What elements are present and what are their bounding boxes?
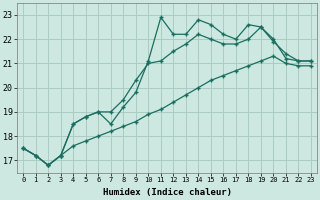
X-axis label: Humidex (Indice chaleur): Humidex (Indice chaleur) <box>103 188 232 197</box>
